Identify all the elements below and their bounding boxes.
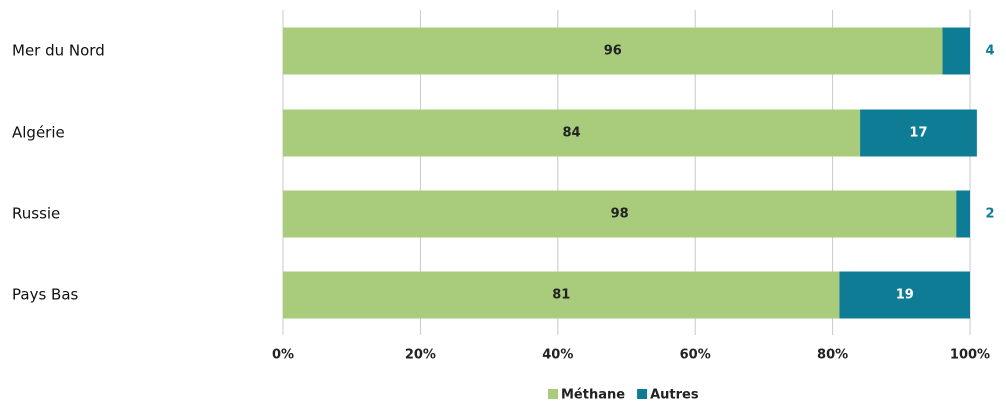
bar-segment (839, 271, 970, 319)
bar-segment (283, 271, 840, 319)
bar-segment (283, 190, 957, 238)
legend-swatch (637, 389, 648, 399)
legend-label: Méthane (561, 388, 625, 403)
value-label: 19 (896, 288, 914, 303)
value-label: 4 (985, 44, 994, 59)
bar-segment (283, 109, 861, 157)
bar-segment (942, 27, 970, 75)
value-label: 81 (552, 288, 570, 303)
legend-swatch (548, 389, 558, 399)
x-tick-label: 60% (680, 348, 711, 363)
x-tick-label: 20% (405, 348, 436, 363)
bar-segment (956, 190, 970, 238)
value-label: 2 (985, 207, 994, 222)
bar-segment (283, 27, 943, 75)
x-tick-label: 0% (272, 348, 294, 363)
value-label: 96 (604, 44, 622, 59)
category-label: Pays Bas (12, 286, 79, 304)
category-label: Algérie (12, 124, 65, 142)
x-tick-label: 80% (817, 348, 848, 363)
x-tick-label: 100% (950, 348, 990, 363)
bar-segment (860, 109, 977, 157)
value-label: 84 (562, 126, 580, 141)
value-label: 98 (611, 207, 629, 222)
category-label: Mer du Nord (12, 42, 105, 60)
category-label: Russie (12, 205, 60, 223)
legend-label: Autres (650, 388, 699, 403)
value-label: 17 (909, 126, 927, 141)
x-tick-label: 40% (542, 348, 573, 363)
